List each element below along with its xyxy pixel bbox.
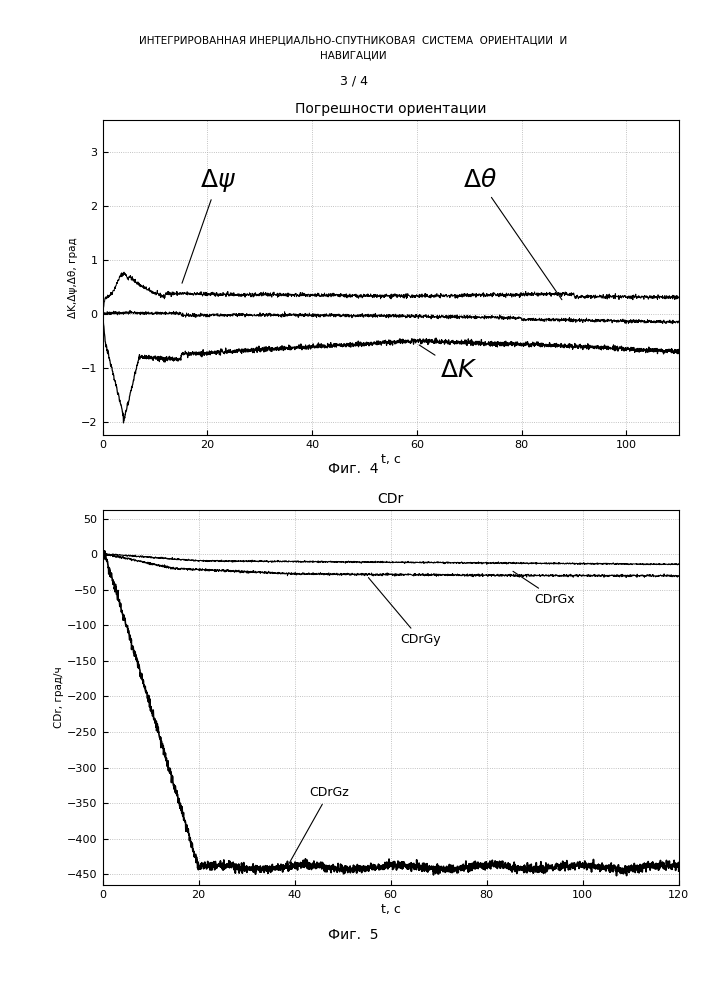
Text: ИНТЕГРИРОВАННАЯ ИНЕРЦИАЛЬНО-СПУТНИКОВАЯ  СИСТЕМА  ОРИЕНТАЦИИ  И: ИНТЕГРИРОВАННАЯ ИНЕРЦИАЛЬНО-СПУТНИКОВАЯ … [139, 35, 568, 45]
Text: 3 / 4: 3 / 4 [339, 75, 368, 88]
Text: CDrGz: CDrGz [286, 786, 349, 868]
Y-axis label: CDr, град/ч: CDr, град/ч [54, 667, 64, 728]
Text: Фиг.  5: Фиг. 5 [328, 928, 379, 942]
Text: НАВИГАЦИИ: НАВИГАЦИИ [320, 50, 387, 60]
Text: $\Delta K$: $\Delta K$ [419, 345, 477, 382]
Text: Фиг.  4: Фиг. 4 [328, 462, 379, 476]
Text: CDrGx: CDrGx [513, 571, 575, 606]
Text: $\Delta\psi$: $\Delta\psi$ [182, 167, 235, 283]
Text: CDrGy: CDrGy [368, 578, 441, 646]
X-axis label: t, с: t, с [380, 453, 401, 466]
Text: $\Delta\theta$: $\Delta\theta$ [462, 168, 562, 300]
Title: CDr: CDr [378, 492, 404, 506]
Y-axis label: ΔK,Δψ,Δθ, град: ΔK,Δψ,Δθ, град [69, 237, 78, 318]
Title: Погрешности ориентации: Погрешности ориентации [295, 102, 486, 116]
X-axis label: t, с: t, с [380, 903, 401, 916]
